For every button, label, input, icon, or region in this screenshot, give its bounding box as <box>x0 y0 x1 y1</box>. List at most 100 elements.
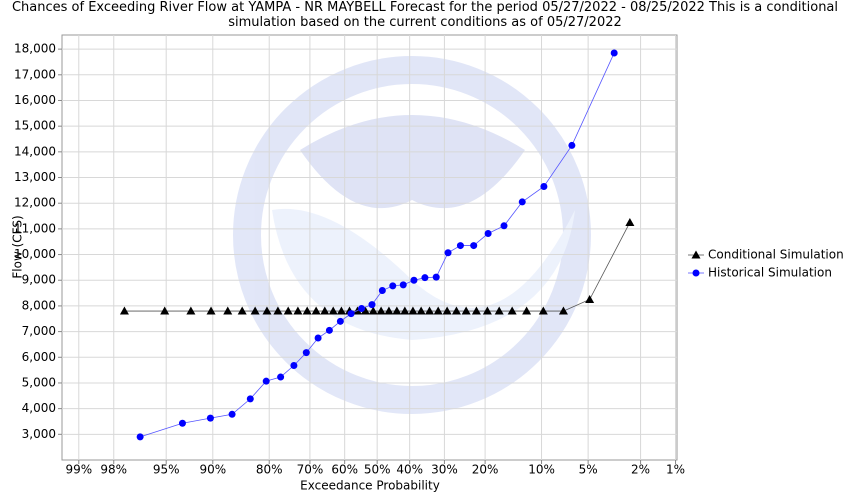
point <box>376 306 386 315</box>
point <box>389 282 397 290</box>
x-tick-label: 2% <box>631 463 650 477</box>
x-tick-label: 30% <box>431 463 458 477</box>
y-tick-label: 15,000 <box>14 119 56 133</box>
point <box>471 306 481 315</box>
point <box>347 310 355 318</box>
x-tick-label: 90% <box>199 463 226 477</box>
point <box>410 276 418 284</box>
x-axis-label: Exceedance Probability <box>300 479 440 493</box>
x-tick-label: 20% <box>472 463 499 477</box>
point <box>432 273 440 281</box>
point <box>358 304 366 312</box>
point <box>522 306 532 315</box>
point <box>320 306 330 315</box>
point <box>262 306 272 315</box>
y-tick-label: 17,000 <box>14 67 56 81</box>
point <box>518 198 526 206</box>
x-tick-label: 60% <box>331 463 358 477</box>
legend-marker <box>692 269 700 277</box>
point <box>119 306 129 315</box>
y-tick-label: 14,000 <box>14 144 56 158</box>
legend-marker <box>691 250 701 259</box>
point <box>368 301 376 309</box>
point <box>451 306 461 315</box>
point <box>293 306 303 315</box>
point <box>442 306 452 315</box>
point <box>325 326 333 334</box>
point <box>610 49 618 57</box>
point <box>378 287 386 295</box>
point <box>336 317 344 325</box>
point <box>433 306 443 315</box>
point <box>262 377 270 385</box>
y-tick-label: 18,000 <box>14 42 56 56</box>
point <box>250 306 260 315</box>
point <box>392 306 402 315</box>
y-tick-label: 13,000 <box>14 170 56 184</box>
watermark-shape <box>300 115 525 209</box>
y-tick-label: 8,000 <box>22 298 56 312</box>
point <box>223 306 233 315</box>
y-tick-label: 3,000 <box>22 427 56 441</box>
point <box>246 395 254 403</box>
x-tick-label: 1% <box>666 463 685 477</box>
point <box>277 373 285 381</box>
point <box>160 306 170 315</box>
y-axis-label: Flow (CFS) <box>11 215 25 278</box>
point <box>136 433 144 441</box>
y-tick-label: 12,000 <box>14 196 56 210</box>
point <box>538 306 548 315</box>
point <box>186 306 196 315</box>
y-tick-label: 16,000 <box>14 93 56 107</box>
point <box>273 306 283 315</box>
x-tick-label: 98% <box>100 463 127 477</box>
point <box>470 242 478 250</box>
legend-label: Conditional Simulation <box>708 248 844 262</box>
point <box>399 281 407 289</box>
y-tick-label: 4,000 <box>22 401 56 415</box>
series-line <box>124 222 631 312</box>
y-tick-label: 7,000 <box>22 324 56 338</box>
point <box>500 222 508 230</box>
point <box>336 306 346 315</box>
point <box>400 306 410 315</box>
point <box>206 414 214 422</box>
point <box>585 295 595 304</box>
point <box>482 306 492 315</box>
x-tick-label: 99% <box>65 463 92 477</box>
point <box>456 242 464 250</box>
point <box>461 306 471 315</box>
point <box>206 306 216 315</box>
point <box>625 217 635 226</box>
watermark-ring <box>233 56 591 414</box>
point <box>314 334 322 342</box>
point <box>237 306 247 315</box>
x-tick-label: 70% <box>297 463 324 477</box>
point <box>360 306 370 315</box>
legend-label: Historical Simulation <box>708 266 832 280</box>
plot-area <box>61 34 678 461</box>
chart-title: Chances of Exceeding River Flow at YAMPA… <box>11 0 839 30</box>
point <box>540 183 548 191</box>
x-tick-label: 40% <box>396 463 423 477</box>
point <box>484 230 492 238</box>
point <box>228 410 236 418</box>
point <box>421 274 429 282</box>
y-tick-label: 10,000 <box>14 247 56 261</box>
y-tick-label: 9,000 <box>22 273 56 287</box>
point <box>425 306 435 315</box>
point <box>568 141 576 149</box>
point <box>178 419 186 427</box>
y-tick-label: 6,000 <box>22 350 56 364</box>
x-tick-label: 5% <box>579 463 598 477</box>
y-tick-label: 5,000 <box>22 375 56 389</box>
point <box>416 306 426 315</box>
point <box>444 249 452 257</box>
x-tick-label: 80% <box>256 463 283 477</box>
x-tick-label: 95% <box>153 463 180 477</box>
x-tick-label: 50% <box>364 463 391 477</box>
point <box>507 306 517 315</box>
point <box>558 306 568 315</box>
